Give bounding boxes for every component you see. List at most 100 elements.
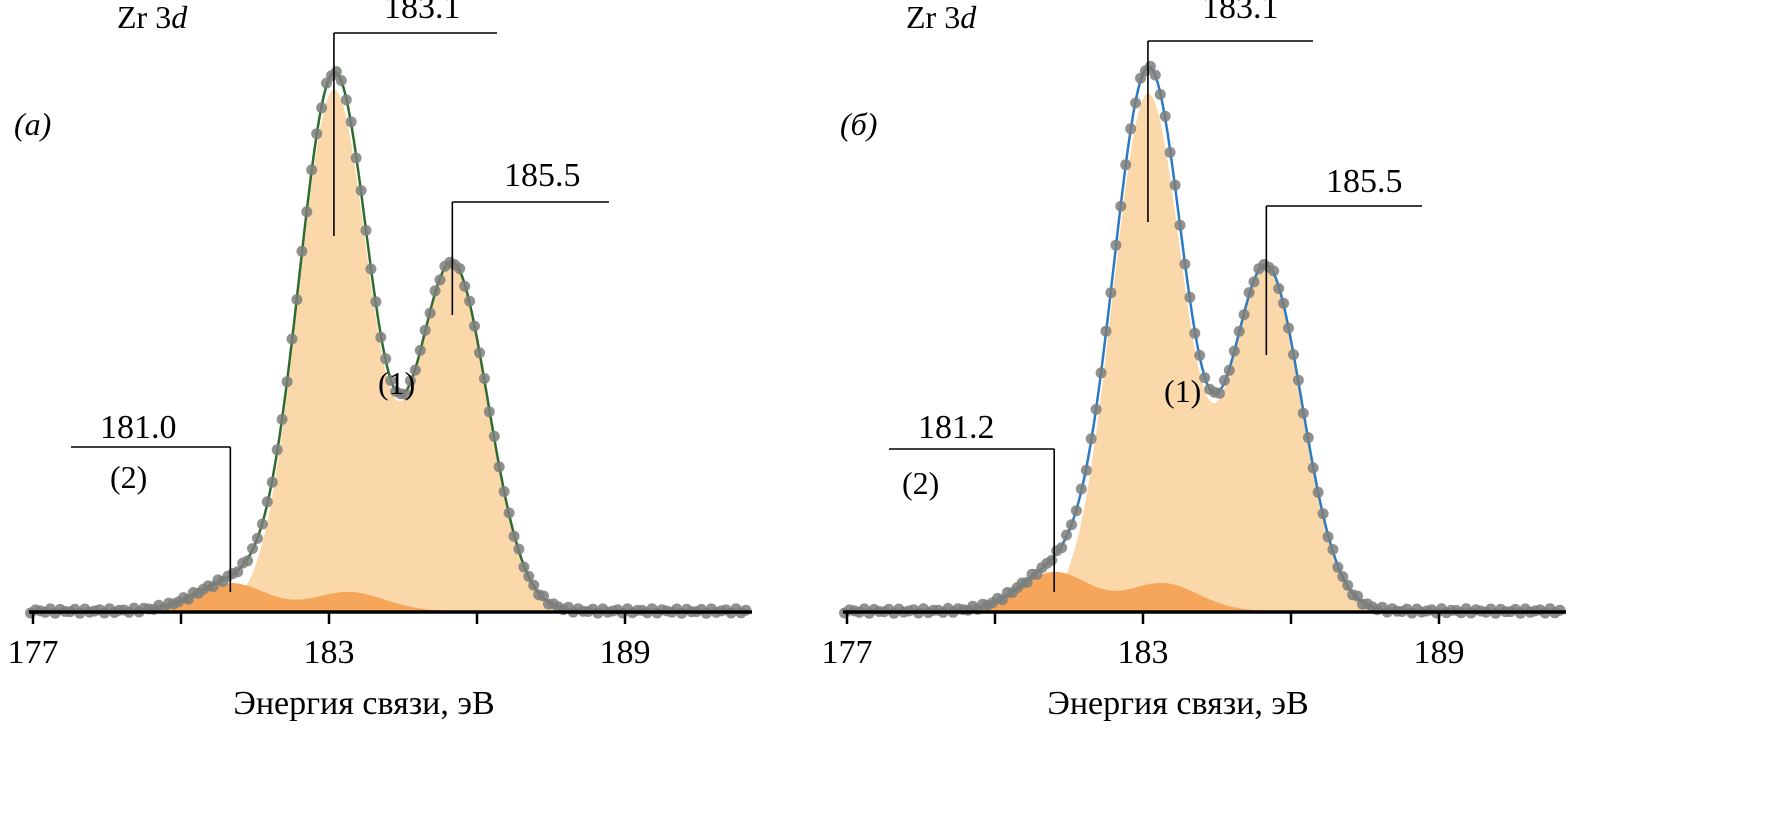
component-label: (2) [110, 459, 147, 495]
component-label: (2) [902, 465, 939, 501]
data-point [1169, 179, 1181, 191]
data-point [291, 294, 303, 306]
x-tick-label: 189 [600, 634, 651, 671]
data-point [459, 280, 471, 292]
data-point [1105, 287, 1117, 299]
component-area-1 [28, 89, 749, 612]
data-point [1312, 486, 1324, 498]
data-point [409, 364, 421, 376]
data-point [464, 295, 476, 307]
data-point [1228, 345, 1240, 357]
data-point [1021, 576, 1033, 588]
data-point [350, 152, 362, 164]
data-point [370, 296, 382, 308]
data-point [429, 285, 441, 297]
x-tick-label: 189 [1414, 634, 1465, 671]
data-point [1278, 297, 1290, 309]
panel-label: (б) [840, 106, 877, 142]
data-point [1110, 239, 1122, 251]
data-point [1115, 200, 1127, 212]
data-point [1327, 544, 1339, 555]
data-point [1090, 403, 1102, 415]
data-point [380, 353, 392, 365]
x-axis-title: Энергия связи, эВ [233, 685, 494, 722]
data-point [365, 263, 377, 275]
data-point [1554, 604, 1566, 616]
data-point [493, 461, 505, 473]
peak-label: 183.1 [384, 0, 461, 26]
data-point [488, 430, 500, 442]
data-point [1223, 364, 1235, 376]
data-point [518, 561, 530, 573]
data-point [1243, 287, 1255, 299]
data-point [1322, 531, 1334, 543]
data-point [360, 224, 372, 236]
component-area-2 [842, 571, 1563, 611]
data-point [1130, 97, 1142, 109]
x-axis-title: Энергия связи, эВ [1047, 685, 1308, 722]
panel-label: (а) [14, 106, 51, 142]
data-point [1238, 309, 1250, 321]
data-point [1164, 146, 1176, 158]
data-point [1154, 88, 1166, 100]
data-point [1120, 159, 1132, 171]
data-point [1337, 571, 1349, 583]
data-point [1342, 579, 1354, 591]
data-point [1288, 349, 1299, 361]
data-point [1179, 258, 1191, 270]
data-point [419, 324, 431, 336]
data-point [1095, 367, 1107, 379]
peak-label: 185.5 [504, 157, 581, 194]
data-point [1075, 483, 1087, 495]
panel-b: 177 183 189 Энергия связи, эВ Zr 3d (б) 183.1 1… [822, 0, 1566, 722]
data-point [414, 344, 426, 356]
data-point [311, 128, 323, 140]
data-point [335, 75, 347, 86]
data-point [1184, 291, 1196, 303]
data-point [1080, 464, 1092, 476]
data-point [252, 532, 263, 544]
data-point [434, 274, 446, 286]
data-point [1297, 407, 1309, 419]
peak-label: 183.1 [1202, 0, 1279, 26]
data-point [513, 543, 525, 555]
component-label: (1) [1164, 373, 1201, 409]
data-point [1046, 554, 1058, 566]
data-point [498, 486, 510, 497]
data-point [1214, 387, 1225, 399]
data-point [232, 566, 244, 578]
peak-label: 185.5 [1326, 163, 1403, 200]
data-point [1302, 432, 1314, 444]
data-point [469, 320, 480, 332]
data-point [1233, 325, 1245, 337]
data-point [256, 518, 268, 530]
data-point [1307, 462, 1319, 474]
data-point [503, 507, 515, 519]
data-point [266, 476, 278, 488]
x-tick-label: 177 [822, 634, 873, 671]
data-point [1066, 519, 1077, 531]
data-point [1085, 433, 1097, 445]
panel-a: 177 183 189 Энергия связи, эВ Zr 3d (а) 183.1 1… [8, 0, 752, 722]
data-point [355, 185, 367, 196]
data-point [276, 413, 288, 425]
data-point [340, 94, 352, 106]
data-point [1149, 69, 1161, 81]
data-point [528, 579, 540, 591]
data-point [261, 496, 273, 508]
component-area-1 [842, 93, 1563, 611]
data-point [375, 331, 387, 343]
data-point [345, 116, 357, 128]
data-point [1159, 110, 1171, 122]
data-point [1070, 505, 1082, 517]
data-point [1189, 327, 1201, 339]
data-point [1125, 123, 1137, 135]
peak-label: 181.0 [100, 409, 177, 446]
data-point [1292, 374, 1304, 386]
data-point [301, 206, 313, 218]
data-point [1194, 349, 1206, 361]
data-point [306, 164, 318, 176]
data-point [400, 388, 411, 400]
data-point [1332, 561, 1344, 573]
